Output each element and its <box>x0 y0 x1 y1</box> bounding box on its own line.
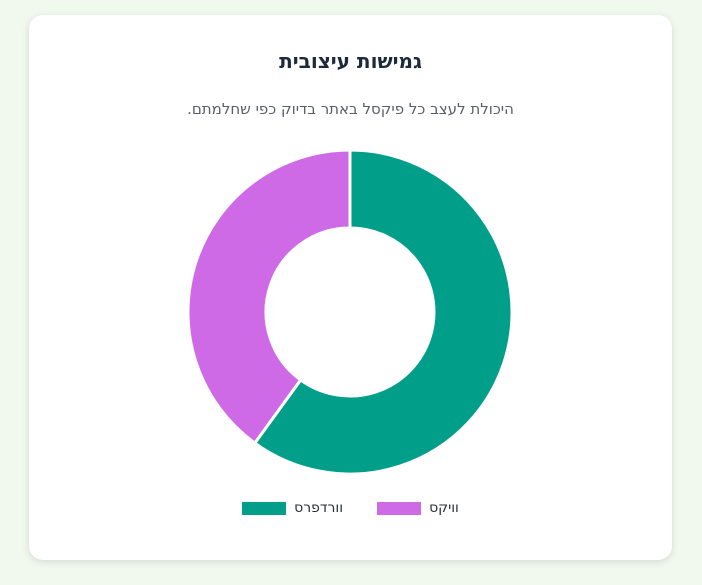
legend-item-wix[interactable]: וויקס <box>377 500 459 516</box>
legend-swatch-wordpress <box>242 501 287 515</box>
legend-label-wordpress: וורדפרס <box>294 500 344 516</box>
chart-subtitle: היכולת לעצב כל פיקסל באתר בדיוק כפי שחלמ… <box>187 100 514 118</box>
legend-label-wix: וויקס <box>429 500 459 516</box>
donut-chart <box>186 148 514 476</box>
legend-swatch-wix <box>377 501 422 515</box>
donut-slice-wordpress[interactable] <box>252 148 514 476</box>
chart-card: גמישות עיצובית היכולת לעצב כל פיקסל באתר… <box>29 15 672 560</box>
chart-title: גמישות עיצובית <box>279 49 422 73</box>
chart-legend: וורדפרס וויקס <box>29 500 672 516</box>
legend-item-wordpress[interactable]: וורדפרס <box>242 500 343 516</box>
donut-slice-wix[interactable] <box>186 148 352 446</box>
